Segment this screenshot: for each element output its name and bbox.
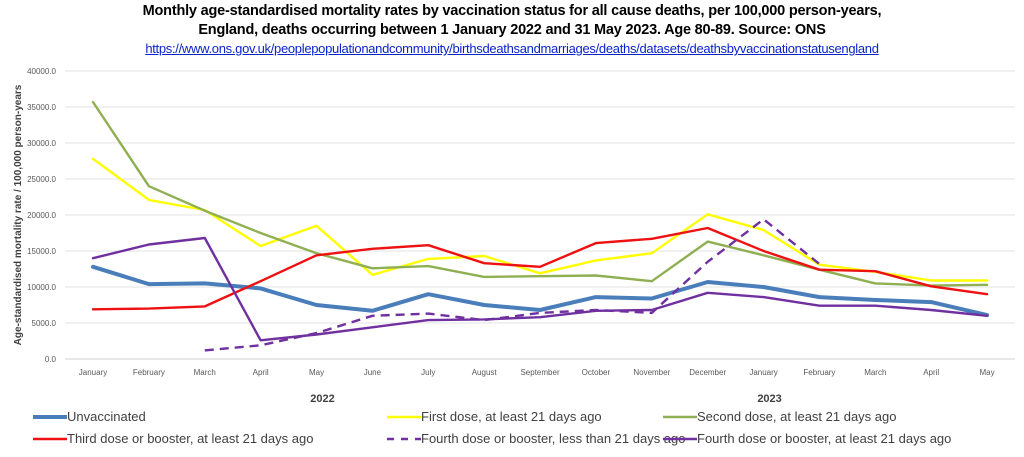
x-tick-label: January (79, 368, 107, 377)
x-tick-label: April (923, 368, 939, 377)
y-tick-label: 30000.0 (27, 139, 56, 148)
legend-label: First dose, at least 21 days ago (421, 409, 602, 424)
x-tick-label: August (472, 368, 498, 377)
legend-label: Unvaccinated (67, 409, 146, 424)
x-tick-label: February (803, 368, 835, 377)
x-tick-label: January (749, 368, 777, 377)
x-tick-label: November (633, 368, 670, 377)
x-axis-ticks: January February March April May June July Augu… (79, 368, 995, 377)
x-tick-label: April (253, 368, 269, 377)
legend-label: Second dose, at least 21 days ago (697, 409, 896, 424)
x-tick-label: July (421, 368, 435, 377)
year-label: 2022 (310, 393, 334, 405)
y-tick-label: 5000.0 (32, 319, 57, 328)
y-axis-label: Age-standardised mortality rate / 100,00… (13, 84, 24, 345)
legend-item: Fourth dose or booster, at least 21 days… (663, 431, 951, 446)
chart-title-line-1: Monthly age-standardised mortality rates… (142, 3, 882, 19)
legend-item: Fourth dose or booster, less than 21 day… (387, 431, 686, 446)
y-tick-label: 35000.0 (27, 103, 56, 112)
series-lines (91, 100, 990, 352)
legend-label: Fourth dose or booster, at least 21 days… (697, 431, 951, 446)
x-tick-label: March (864, 368, 886, 377)
y-tick-label: 0.0 (45, 355, 57, 364)
series-line-3 (91, 100, 989, 287)
y-tick-label: 15000.0 (27, 247, 56, 256)
x-tick-label: May (980, 368, 995, 377)
x-tick-label: December (689, 368, 726, 377)
legend-label: Third dose or booster, at least 21 days … (67, 431, 313, 446)
legend-item: Second dose, at least 21 days ago (663, 409, 896, 424)
x-tick-label: May (309, 368, 324, 377)
year-labels: 2022 2023 (310, 393, 782, 405)
x-tick-label: October (582, 368, 611, 377)
legend-label: Fourth dose or booster, less than 21 day… (421, 431, 686, 446)
legend-item: First dose, at least 21 days ago (387, 409, 602, 424)
y-tick-label: 40000.0 (27, 67, 56, 76)
x-tick-label: February (133, 368, 165, 377)
x-tick-label: March (194, 368, 216, 377)
x-tick-label: June (364, 368, 382, 377)
gridlines (65, 70, 1015, 360)
year-label: 2023 (757, 393, 781, 405)
y-tick-label: 20000.0 (27, 211, 56, 220)
source-link[interactable]: https://www.ons.gov.uk/peoplepopulationa… (145, 41, 879, 56)
y-tick-label: 25000.0 (27, 175, 56, 184)
y-tick-label: 10000.0 (27, 283, 56, 292)
chart-title-line-2: England, deaths occurring between 1 Janu… (198, 22, 826, 38)
series-line-6 (91, 236, 989, 342)
x-tick-label: September (520, 368, 559, 377)
legend: Unvaccinated First dose, at least 21 days… (33, 409, 951, 446)
legend-item: Third dose or booster, at least 21 days … (33, 431, 313, 446)
legend-item: Unvaccinated (33, 409, 146, 424)
y-axis-ticks: 0.0 5000.0 10000.0 15000.0 20000.0 25000.0 300… (27, 67, 56, 364)
